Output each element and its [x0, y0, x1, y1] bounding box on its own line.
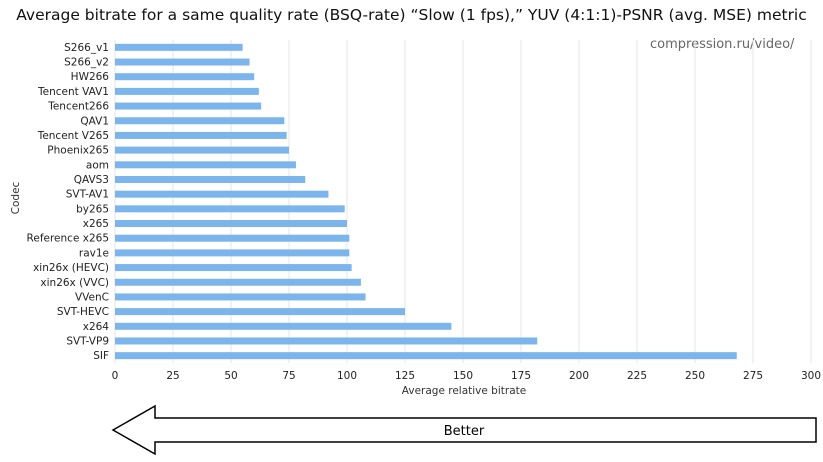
category-label: Tencent266 [47, 101, 109, 113]
category-label: Tencent VAV1 [37, 86, 109, 98]
x-tick-labels: 0 25 50 75 100 125 150 175 200 225 250 275 300 [112, 370, 821, 382]
category-label: SVT-HEVC [57, 306, 109, 318]
bar-9 [115, 175, 306, 183]
bar-17 [115, 293, 366, 301]
x-tick-label: 300 [801, 370, 821, 382]
chart-title: Average bitrate for a same quality rate … [16, 6, 807, 24]
bar-19 [115, 322, 452, 330]
bar-8 [115, 161, 296, 169]
x-tick-label: 225 [627, 370, 647, 382]
bar-10 [115, 190, 329, 198]
category-label: Reference x265 [27, 233, 109, 245]
bar-5 [115, 117, 285, 125]
bar-6 [115, 131, 287, 139]
category-label: HW266 [71, 71, 110, 83]
category-label: QAVS3 [74, 174, 109, 186]
category-labels: S266_v1 S266_v2 HW266 Tencent VAV1 Tencent26… [27, 42, 110, 362]
category-label: Tencent V265 [37, 130, 109, 142]
watermark-text: compression.ru/video/ [650, 37, 795, 52]
category-label: SIF [93, 350, 109, 362]
x-axis-label: Average relative bitrate [402, 385, 526, 397]
category-label: S266_v1 [64, 42, 109, 54]
category-label: xin26x (HEVC) [33, 262, 109, 274]
category-label: Phoenix265 [47, 145, 109, 157]
x-tick-label: 150 [453, 370, 473, 382]
x-tick-label: 200 [569, 370, 589, 382]
category-label: xin26x (VVC) [40, 277, 109, 289]
category-label: QAV1 [80, 115, 109, 127]
bar-1 [115, 58, 250, 66]
bar-18 [115, 308, 405, 316]
left-arrow-icon [111, 404, 817, 456]
bars [115, 43, 737, 360]
x-tick-label: 175 [511, 370, 531, 382]
y-axis-label: Codec [10, 181, 22, 214]
category-label: SVT-AV1 [66, 189, 109, 201]
better-label: Better [444, 424, 485, 439]
bar-3 [115, 87, 259, 95]
bar-21 [115, 352, 737, 360]
bar-13 [115, 234, 350, 242]
category-label: S266_v2 [64, 57, 109, 69]
category-label: aom [86, 159, 109, 171]
x-tick-label: 0 [112, 370, 119, 382]
bar-7 [115, 146, 289, 154]
bar-chart: S266_v1 S266_v2 HW266 Tencent VAV1 Tencent26… [10, 40, 821, 397]
bar-12 [115, 220, 347, 228]
bar-2 [115, 73, 255, 81]
category-label: SVT-VP9 [66, 335, 109, 347]
x-tick-label: 25 [166, 370, 179, 382]
bar-15 [115, 264, 352, 272]
category-label: rav1e [79, 247, 109, 259]
bar-4 [115, 102, 262, 110]
bar-0 [115, 43, 243, 51]
x-tick-label: 75 [282, 370, 295, 382]
bar-16 [115, 278, 361, 286]
x-tick-label: 250 [685, 370, 705, 382]
bar-11 [115, 205, 345, 213]
category-label: x265 [83, 218, 109, 230]
category-label: VVenC [75, 291, 109, 303]
x-tick-label: 100 [337, 370, 357, 382]
bar-20 [115, 337, 538, 345]
bar-14 [115, 249, 350, 257]
category-label: by265 [76, 203, 109, 215]
category-label: x264 [83, 321, 110, 333]
x-tick-label: 50 [224, 370, 237, 382]
x-tick-label: 275 [743, 370, 763, 382]
x-tick-label: 125 [395, 370, 415, 382]
